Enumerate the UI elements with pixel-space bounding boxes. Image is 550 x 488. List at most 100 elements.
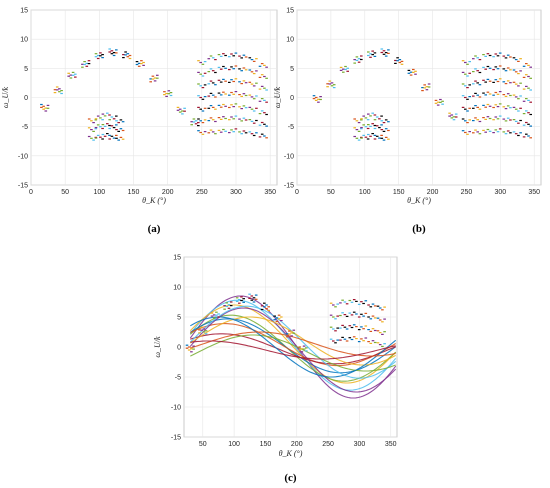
data-point [496,118,500,120]
data-point [112,118,116,120]
data-point [502,68,506,70]
data-point [250,59,254,61]
data-point [486,53,490,55]
data-point [364,136,368,138]
data-point [484,81,487,83]
data-point [181,110,184,112]
data-point [312,95,316,97]
data-point [439,98,442,101]
data-point [394,59,397,62]
data-point [512,69,516,71]
data-point [122,54,125,56]
data-point [112,127,116,129]
data-point [74,73,77,75]
data-point [488,54,492,57]
data-point [94,118,98,120]
data-point [492,132,495,134]
data-point [339,69,343,71]
data-point [519,82,522,84]
data-point [108,124,111,127]
data-point [87,63,91,65]
data-point [204,330,208,332]
data-point [252,297,256,299]
data-point [244,119,248,121]
data-point [514,59,518,61]
data-point [348,299,352,302]
data-point [207,83,211,85]
data-point [215,311,218,313]
data-point [522,113,526,115]
data-point [219,68,223,70]
data-point [341,324,344,326]
data-point [383,306,386,308]
data-point [110,50,114,52]
data-point [108,127,111,130]
data-point [265,125,268,127]
data-point [398,61,402,64]
data-point [87,60,91,62]
data-point [244,132,248,134]
data-point [348,312,352,314]
data-point [94,56,98,58]
data-point [350,326,354,329]
data-point [248,297,251,299]
data-point [90,120,93,122]
data-point [238,106,241,108]
data-point [273,315,276,317]
data-point [488,117,492,120]
data-point [423,87,426,89]
data-point [369,342,373,344]
data-point [476,94,479,96]
data-point [108,119,111,121]
data-point [240,70,243,72]
data-point [514,83,518,85]
data-point [436,101,440,103]
data-point [214,108,217,110]
data-point [242,105,246,107]
data-point [506,67,510,69]
data-point [468,119,471,121]
data-point [126,56,130,58]
data-point [355,59,359,61]
data-point [58,91,61,93]
data-point [312,98,316,100]
data-point [486,103,490,106]
data-point [117,139,120,141]
data-point [219,94,223,96]
data-point [484,106,487,108]
data-point [317,101,320,103]
x-axis-label: θ_K (°) [142,196,166,205]
data-point [519,132,522,134]
x-tick-label: 350 [385,441,397,448]
data-point [512,106,516,108]
data-point [509,69,512,71]
data-point [209,129,213,131]
data-point [199,108,202,110]
data-point [396,60,399,62]
data-point [169,92,173,94]
data-point [371,303,375,305]
data-point [201,110,205,112]
data-point [384,55,388,57]
data-point [492,106,495,109]
data-point [512,81,516,83]
data-point [476,70,479,72]
data-point [314,99,318,101]
data-point [242,80,246,82]
data-point [252,122,256,124]
data-point [55,86,59,88]
data-point [371,54,374,56]
data-point [362,315,365,317]
data-point [367,133,370,136]
data-point [230,79,233,81]
data-point [472,95,475,97]
data-point [341,299,344,301]
data-point [122,57,125,59]
data-point [288,330,291,332]
x-tick-label: 250 [322,441,334,448]
data-point [355,129,359,131]
data-point [364,337,368,339]
data-point [190,351,193,353]
